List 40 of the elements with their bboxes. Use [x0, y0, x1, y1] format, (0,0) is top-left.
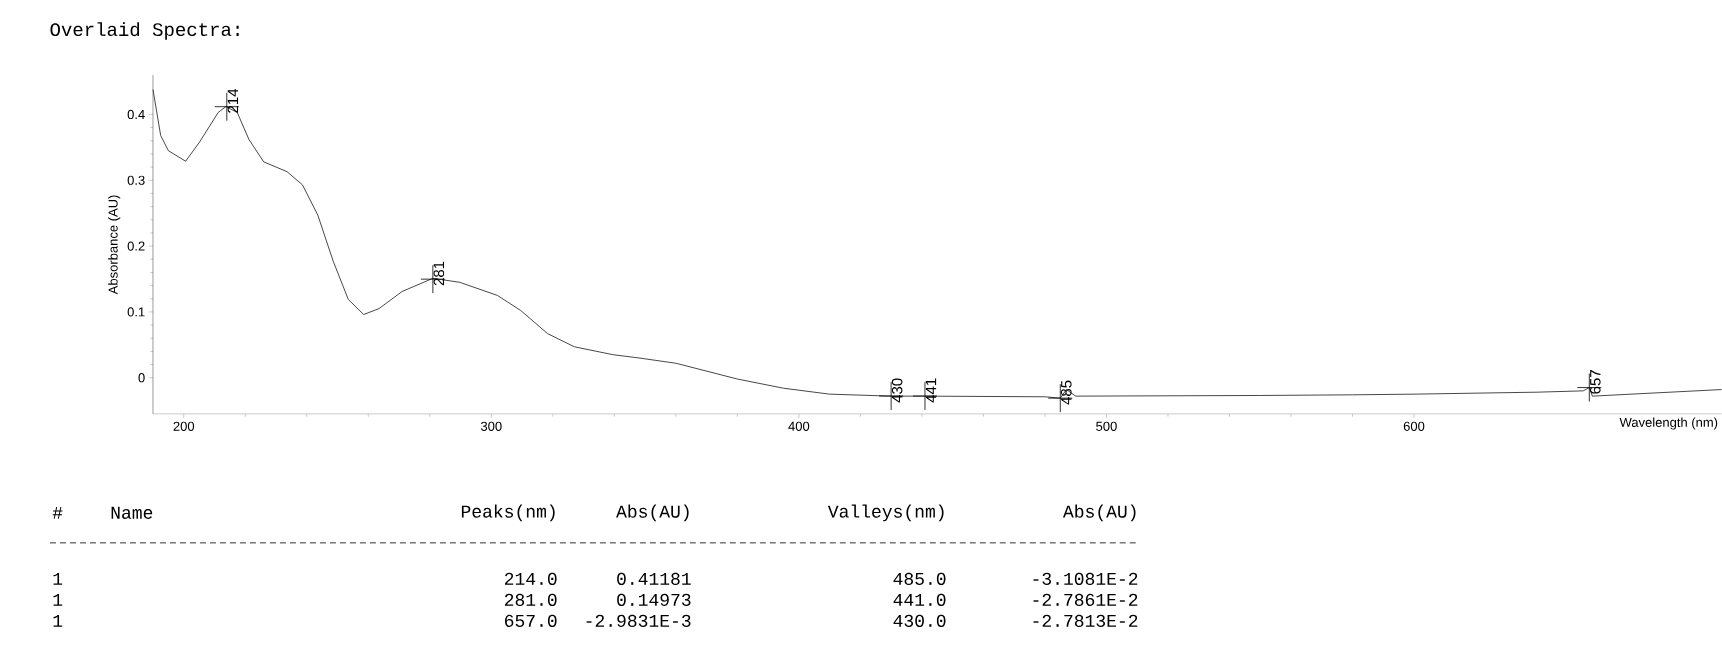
- text: -2.9831E-3: [586, 614, 691, 628]
- text: 281.0: [504, 593, 557, 607]
- annotation: 657: [1589, 370, 1601, 394]
- text: 657.0: [505, 614, 557, 628]
- text: 485.0: [893, 572, 946, 586]
- text: 430.0: [893, 614, 946, 628]
- text: 1: [53, 573, 63, 585]
- text: Name: [111, 506, 153, 519]
- annotation: 485: [1060, 380, 1072, 405]
- text: 1: [53, 615, 63, 627]
- text: -2.7813E-2: [1033, 614, 1138, 628]
- x-tick-label: 400: [788, 421, 810, 431]
- text: Valleys(nm): [827, 504, 944, 522]
- text: -2.7861E-2: [1033, 593, 1138, 607]
- text: 0.14973: [617, 593, 691, 607]
- annotation: 441: [925, 378, 937, 403]
- annotation: 281: [433, 261, 445, 286]
- text: 1: [53, 594, 63, 606]
- y-tick-label: 0.4: [127, 109, 145, 120]
- x-tick-label: 200: [173, 421, 195, 431]
- y-tick-label: 0.2: [127, 241, 145, 251]
- text: 214.0: [504, 572, 557, 586]
- text: Abs(AU): [616, 504, 689, 522]
- text: #: [52, 507, 63, 519]
- text: -3.1081E-2: [1033, 572, 1138, 586]
- x-tick-label: 600: [1403, 421, 1425, 431]
- annotation: 430: [891, 378, 903, 403]
- y-axis-title: Absorbance (AU): [108, 195, 121, 295]
- text: 0.41181: [617, 572, 691, 586]
- x-axis-title: Wavelength (nm): [1619, 417, 1718, 430]
- x-tick-label: 300: [480, 421, 502, 431]
- text: Abs(AU): [1062, 504, 1136, 522]
- text: 441.0: [893, 593, 946, 607]
- y-tick-label: 0.3: [127, 175, 145, 185]
- x-tick-label: 500: [1096, 421, 1117, 431]
- y-tick-label: 0.1: [127, 307, 145, 317]
- y-tick-label: 0: [138, 373, 145, 383]
- annotation: 214: [227, 88, 239, 113]
- chart-title: Overlaid Spectra:: [50, 22, 239, 40]
- text: Peaks(nm): [461, 504, 555, 522]
